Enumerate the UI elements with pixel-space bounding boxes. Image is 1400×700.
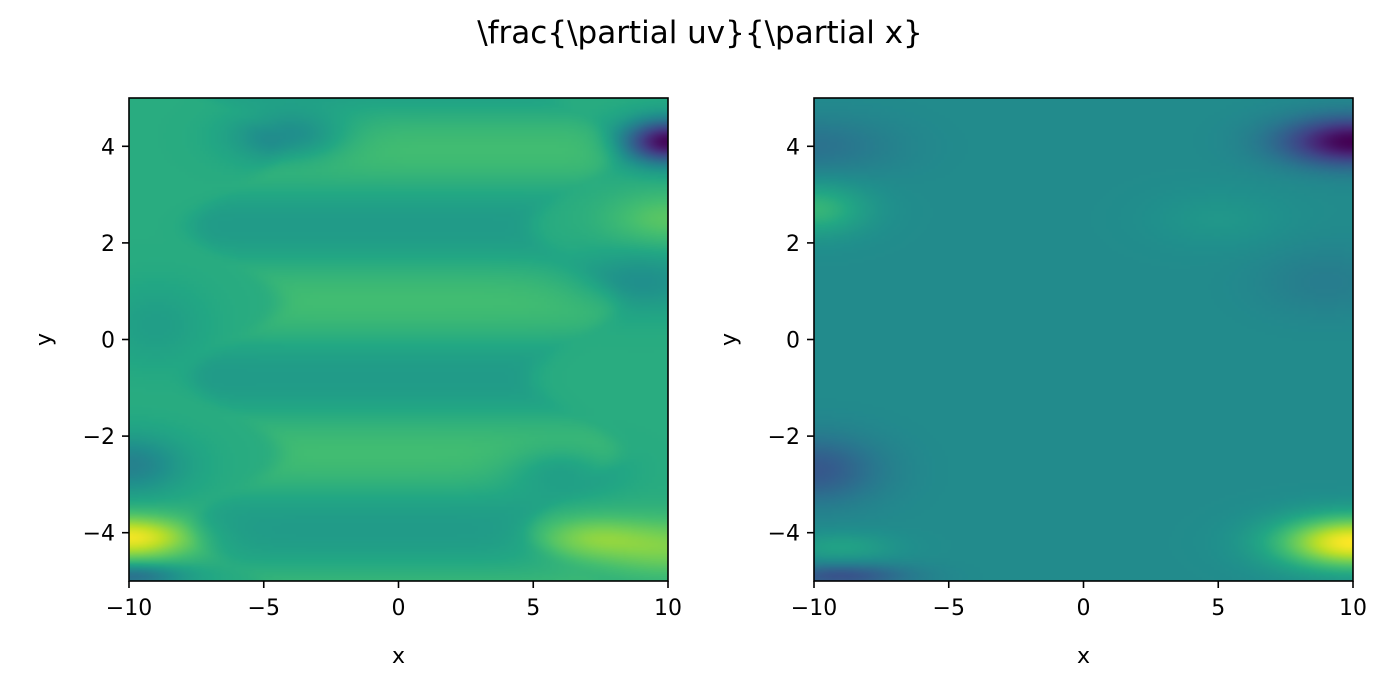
y-tick-label: 4 <box>101 135 115 160</box>
x-tick-label: 5 <box>1211 596 1225 621</box>
y-tick-label: −4 <box>768 522 800 547</box>
y-tick-label: 0 <box>786 329 800 354</box>
x-tick-label: 5 <box>526 596 540 621</box>
y-tick-label: −2 <box>768 425 800 450</box>
y-tick-label: 0 <box>101 329 115 354</box>
y-tick-label: −4 <box>83 522 115 547</box>
x-axis-label: x <box>1077 644 1090 669</box>
y-tick-label: −2 <box>83 425 115 450</box>
x-tick-label: 10 <box>1339 596 1367 621</box>
y-tick-label: 4 <box>786 135 800 160</box>
heatmap-image <box>129 98 668 581</box>
x-tick-label: −5 <box>248 596 280 621</box>
y-tick-label: 2 <box>101 232 115 257</box>
x-tick-label: 10 <box>654 596 682 621</box>
x-tick-label: −10 <box>791 596 837 621</box>
x-tick-label: −5 <box>933 596 965 621</box>
y-tick-label: 2 <box>786 232 800 257</box>
x-tick-label: 0 <box>1077 596 1091 621</box>
x-axis-label: x <box>392 644 405 669</box>
y-axis-label: y <box>717 333 742 346</box>
figure-title: \frac{\partial uv}{\partial x} <box>477 15 923 51</box>
x-tick-label: 0 <box>392 596 406 621</box>
heatmap-image <box>814 98 1353 581</box>
x-tick-label: −10 <box>106 596 152 621</box>
y-axis-label: y <box>32 333 57 346</box>
